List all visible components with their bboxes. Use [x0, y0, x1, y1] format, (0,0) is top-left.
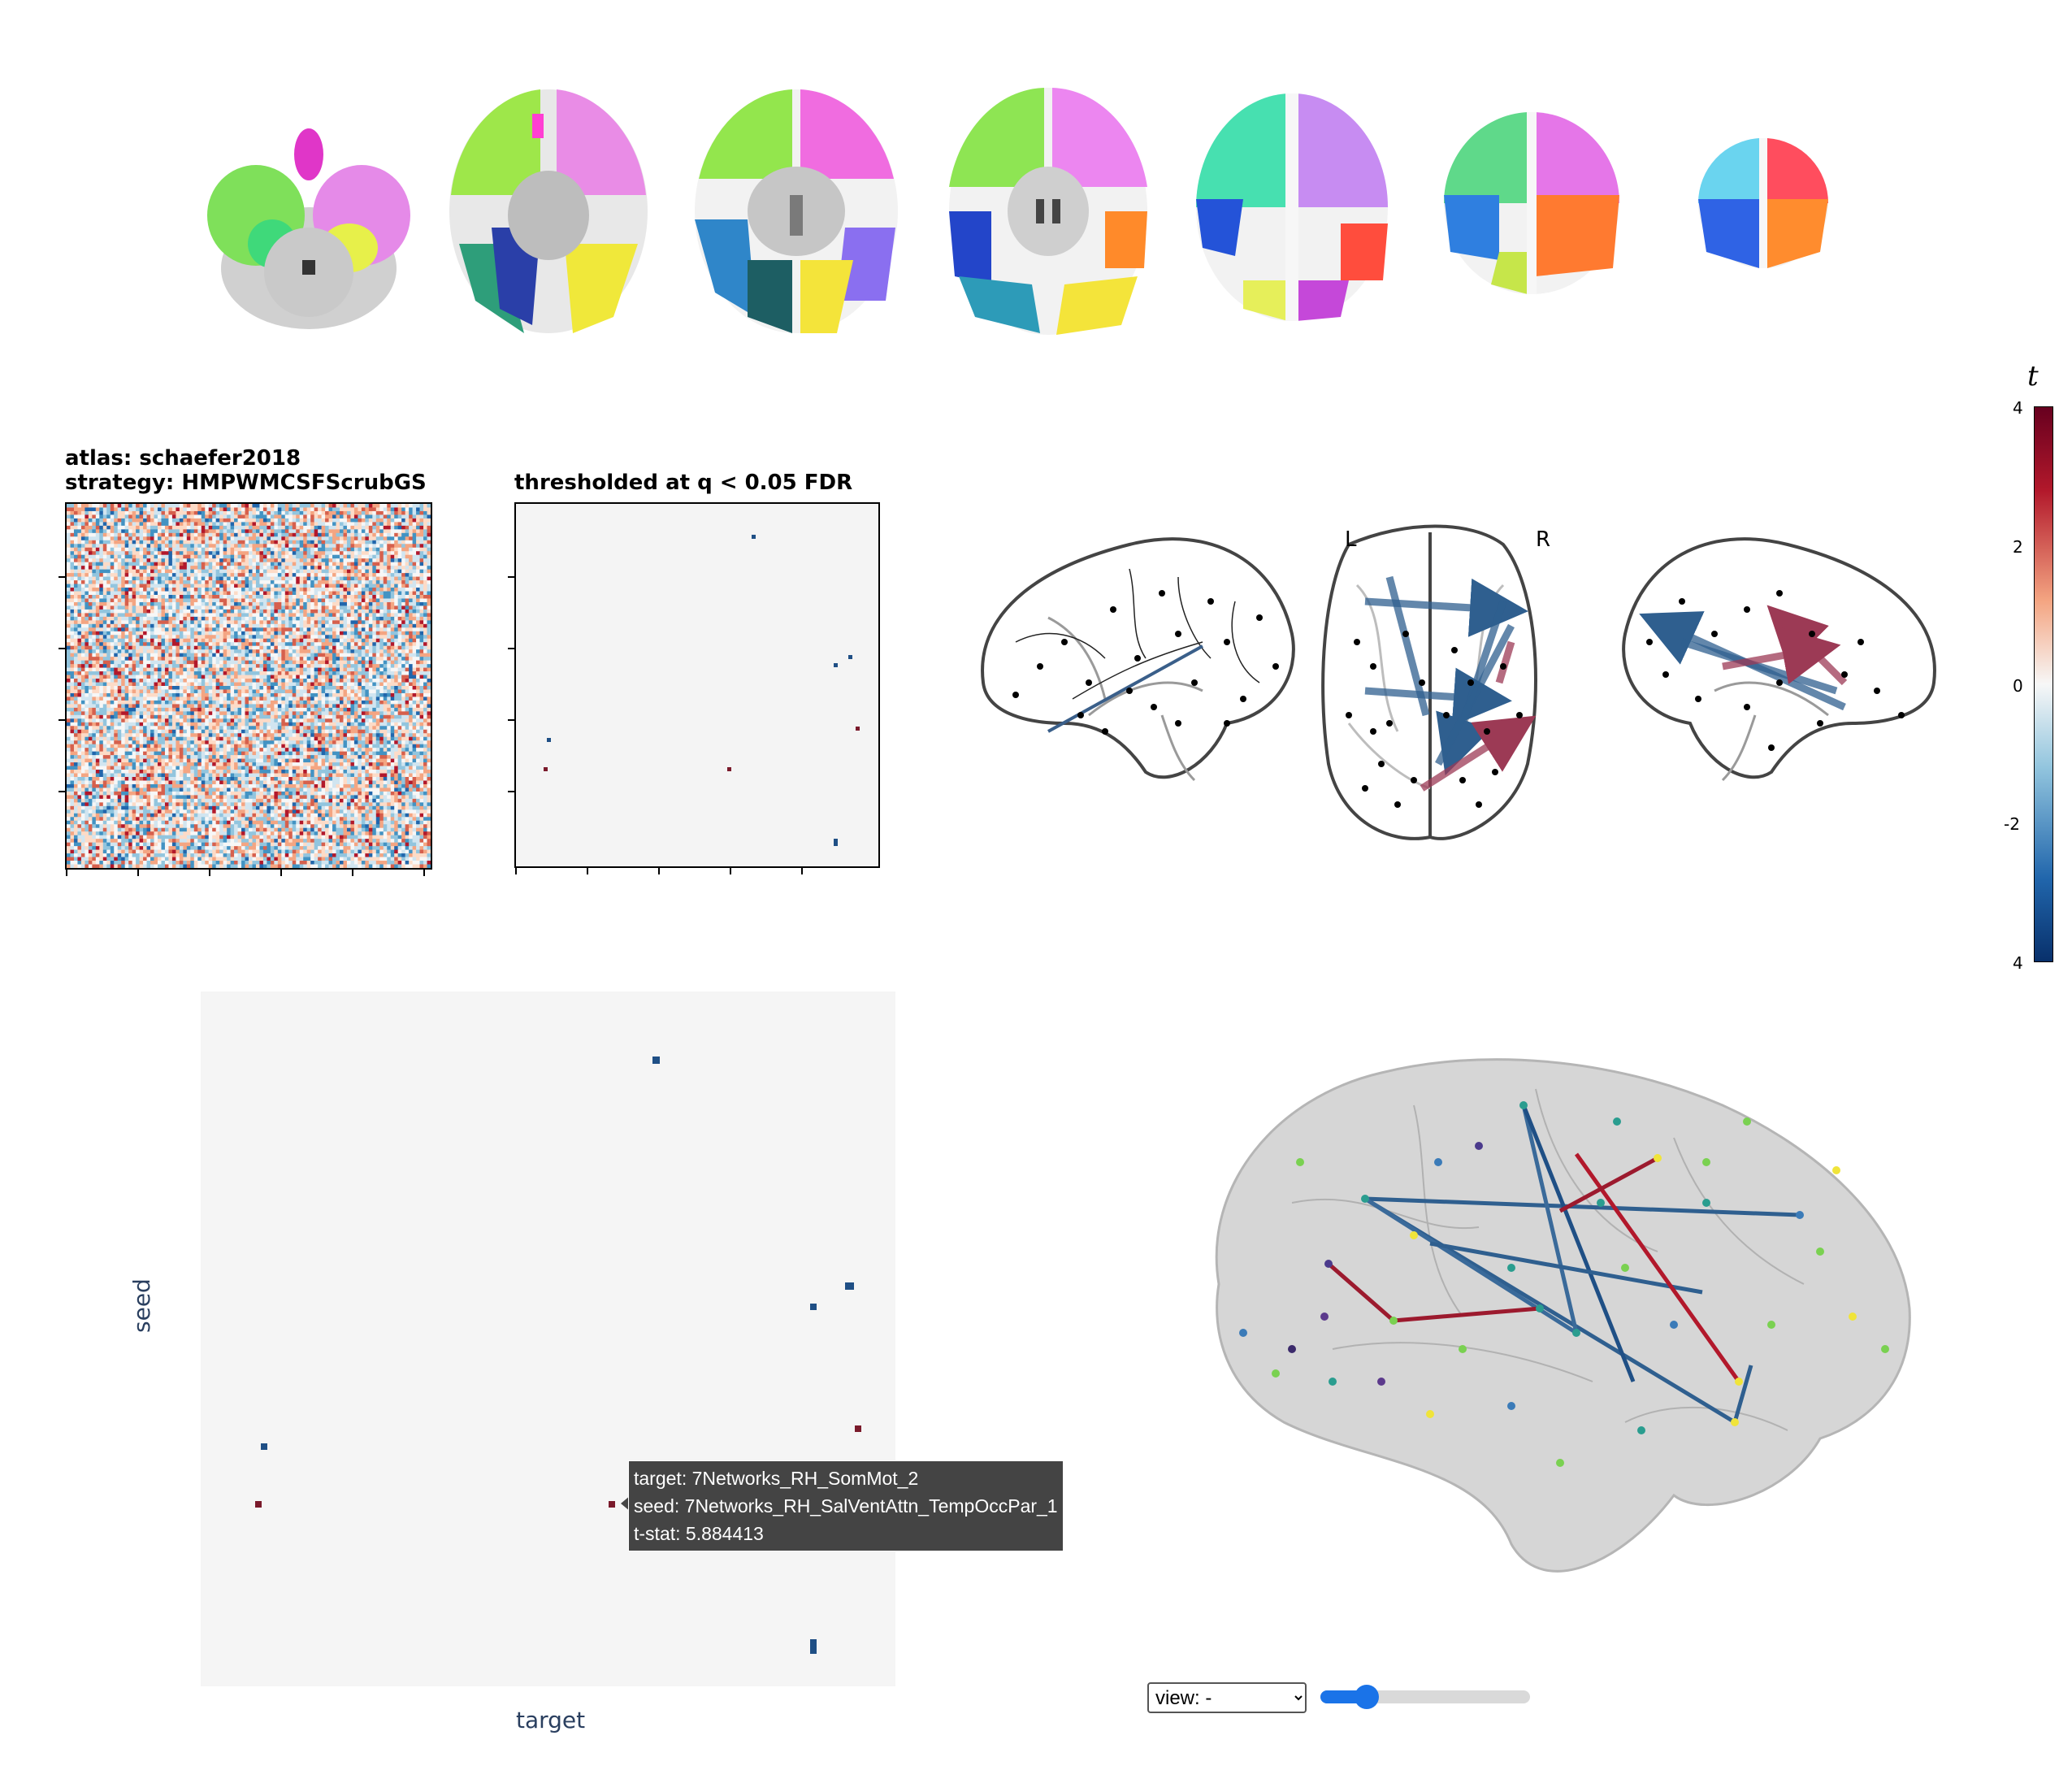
axial-slice-5 [1196, 93, 1388, 321]
sig-cell [727, 767, 731, 771]
axial-slice-3 [695, 89, 898, 333]
sig-cell [834, 839, 838, 846]
axial-slice-7 [1697, 138, 1829, 268]
sig-cell [544, 767, 548, 771]
interactive-heatmap[interactable] [201, 991, 895, 1686]
tooltip-target: target: 7Networks_RH_SomMot_2 [634, 1468, 919, 1489]
brain-3d-nodes [1239, 1101, 1889, 1467]
axial-slice-2 [449, 89, 648, 333]
heatmap-cell [810, 1304, 817, 1310]
colorbar-tick-neg2: -2 [2004, 814, 2020, 834]
sig-cell [834, 663, 838, 667]
heatmap-ylabel: seed [128, 1278, 155, 1333]
heatmap-cell [855, 1425, 861, 1432]
axial-slice-4 [949, 88, 1147, 335]
brain-3d-image [1215, 1058, 1911, 1573]
sig-cell [856, 727, 860, 731]
glass-brain-nodes-sagittal [1012, 590, 1279, 735]
correlation-title-line1: atlas: schaefer2018 [65, 446, 301, 471]
glass-brain-sagittal-right [1622, 537, 1936, 779]
glass-brain-image: L R [981, 524, 1936, 840]
glass-brain-label-left: L [1345, 527, 1357, 552]
axial-slices-strip [203, 81, 1877, 341]
view-select[interactable]: view: - [1147, 1682, 1307, 1713]
axial-slice-6 [1444, 112, 1620, 294]
brain-3d-edges [1327, 1104, 1801, 1425]
correlation-matrix-ticks [59, 576, 425, 876]
heatmap-xlabel: target [516, 1707, 586, 1733]
thresholded-matrix-image [544, 535, 860, 846]
brain-3d-view[interactable] [1170, 1040, 1918, 1625]
glass-brain-sagittal [981, 537, 1295, 779]
view-slider-thumb[interactable] [1355, 1685, 1379, 1709]
glass-brain-edges-right [1639, 605, 1848, 711]
correlation-matrix [65, 502, 432, 870]
glass-brain-label-right: R [1536, 527, 1550, 552]
view-slider[interactable] [1320, 1685, 1530, 1709]
thresholded-title: thresholded at q < 0.05 FDR [514, 471, 853, 495]
glass-brain-edges-axial [1364, 575, 1537, 792]
heatmap-cell [261, 1443, 267, 1450]
colorbar-tick-2: 2 [2013, 537, 2023, 557]
heatmap-cell [810, 1639, 817, 1654]
glass-brain-nodes-axial [1346, 631, 1523, 808]
glass-brain-nodes-right [1646, 590, 1905, 751]
tooltip-seed: seed: 7Networks_RH_SalVentAttn_TempOccPa… [634, 1495, 1058, 1517]
heatmap-cell [609, 1501, 615, 1508]
heatmap-cell [255, 1501, 262, 1508]
thresholded-matrix [514, 502, 880, 868]
colorbar-tick-top: 4 [2013, 398, 2023, 418]
colorbar-tick-0: 0 [2013, 676, 2023, 696]
sig-cell [547, 738, 551, 742]
colorbar [2034, 406, 2053, 962]
sig-cell [848, 655, 852, 659]
heatmap-cell [652, 1057, 660, 1064]
colorbar-label: t [2027, 360, 2039, 393]
tooltip-tstat: t-stat: 5.884413 [634, 1523, 764, 1544]
sig-cell [752, 535, 756, 539]
correlation-title-line2: strategy: HMPWMCSFScrubGS [65, 471, 427, 495]
heatmap-cell [845, 1282, 854, 1290]
thresholded-matrix-ticks [508, 576, 803, 874]
axial-slices-image [207, 88, 1829, 335]
heatmap-cells [255, 1057, 861, 1654]
hover-tooltip: target: 7Networks_RH_SomMot_2 seed: 7Net… [628, 1460, 1064, 1551]
axial-slice-1 [207, 128, 410, 329]
colorbar-tick-bottom: 4 [2013, 953, 2023, 973]
brain-3d-surface [1215, 1058, 1911, 1573]
correlation-matrix-image [67, 504, 431, 869]
glass-brain-axial [1321, 524, 1537, 840]
glass-brain-connectome: L R [967, 520, 1950, 845]
